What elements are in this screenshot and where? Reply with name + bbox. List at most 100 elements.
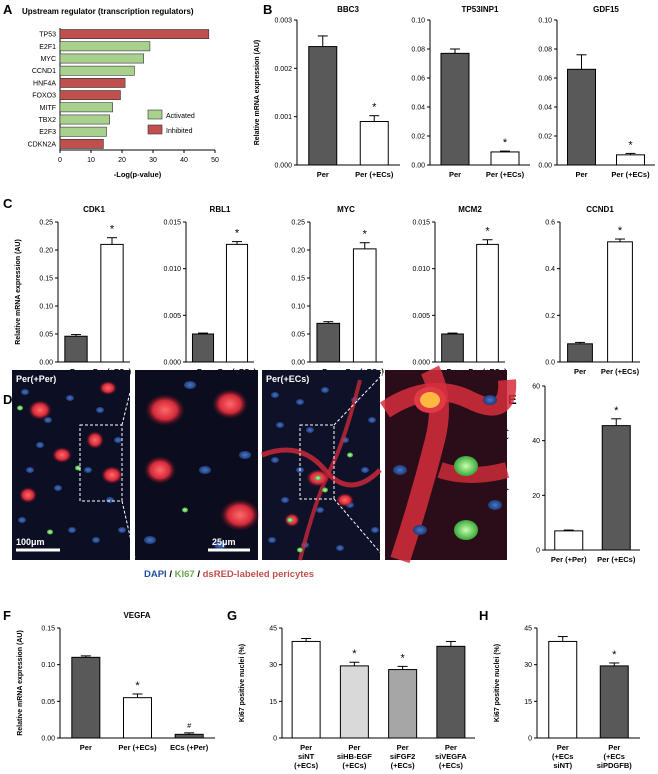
- chart-g-ki67-sirna: 0 15 30 45 Ki67 positive nuclei (%) Per siNT (+…: [239, 626, 475, 770]
- category-label: Per siHB-EGF (+ECs): [337, 743, 372, 770]
- y-tick-label: 0.10: [291, 304, 305, 311]
- scale-bar-25um: 25μm: [212, 537, 236, 547]
- significance-mark: *: [614, 405, 619, 417]
- y-tick-label: 0.05: [41, 699, 55, 706]
- micrograph-per-per: Per(+Per) 100μm: [12, 370, 130, 560]
- bar: [616, 154, 645, 166]
- legend-dapi: DAPI: [144, 569, 167, 580]
- y-tick-label: 0.08: [538, 47, 552, 54]
- panel-label-g: G: [227, 608, 237, 623]
- bar: [59, 114, 110, 125]
- ki67-green-left: [17, 405, 81, 535]
- chart-e-ki67: 0204060Ki67 positive nuclei (%)Per (+Per…: [502, 384, 640, 564]
- x-axis-label: -Log(p-value): [114, 170, 162, 179]
- bar: [291, 640, 321, 739]
- pericytes-red-left: [19, 381, 123, 503]
- significance-mark: *: [612, 649, 617, 661]
- category-label: TP53: [39, 32, 56, 39]
- y-tick-label: 0.00: [41, 736, 55, 743]
- bar: [59, 102, 114, 113]
- y-tick-label: 0.02: [411, 134, 425, 141]
- bar: [316, 322, 341, 363]
- bar: [436, 645, 466, 739]
- bar: [59, 41, 151, 52]
- y-tick-label: 0.015: [412, 220, 430, 227]
- y-tick-label: 0.06: [411, 76, 425, 83]
- significance-mark: *: [503, 137, 508, 149]
- y-tick-label: 0.04: [411, 105, 425, 112]
- y-tick-label: 0.10: [41, 662, 55, 669]
- y-tick-label: 0.00: [291, 360, 305, 367]
- significance-mark: *: [235, 228, 240, 240]
- category-label: Per: [317, 170, 329, 179]
- y-tick-label: 0.10: [411, 18, 425, 25]
- category-label: ECs (+Per): [170, 743, 209, 752]
- y-tick-label: 0: [273, 736, 277, 743]
- x-tick-label: 30: [149, 157, 157, 164]
- x-tick-label: 20: [118, 157, 126, 164]
- y-tick-label: 45: [269, 626, 277, 633]
- category-label: MITF: [40, 105, 56, 112]
- category-label: Per (+ECs): [611, 170, 650, 179]
- bar: [71, 656, 101, 739]
- category-label: Per (+ECs): [355, 170, 394, 179]
- category-label: FOXO3: [32, 93, 56, 100]
- y-tick-label: 20: [532, 493, 540, 500]
- category-label: Per: [80, 743, 92, 752]
- bar: [567, 343, 593, 363]
- category-label: Per (+ECs): [486, 170, 525, 179]
- category-label: E2F3: [39, 129, 56, 136]
- y-tick-label: 0.06: [538, 76, 552, 83]
- bar: [548, 640, 578, 739]
- chart-b-tp53inp1: 0.00 0.02 0.04 0.06 0.08 0.10 TP53INP1 Per * Per …: [411, 5, 530, 179]
- chart-title: TP53INP1: [462, 5, 499, 14]
- y-tick-label: 0.000: [274, 163, 292, 170]
- significance-mark: *: [135, 680, 140, 692]
- y-tick-label: 0.005: [412, 313, 430, 320]
- chart-title: MCM2: [458, 205, 482, 214]
- y-tick-label: 0.20: [39, 248, 53, 255]
- chart-a-upstream-regulators: Upstream regulator (transcription regula…: [22, 7, 219, 179]
- bar: [308, 46, 338, 166]
- significance-mark: *: [352, 648, 357, 660]
- panel-label-b: B: [263, 2, 272, 17]
- bar: [440, 52, 470, 166]
- chart-c-ccnd1: 0.0 0.2 0.4 0.6 CCND1 Per * Per (+ECs): [545, 205, 640, 376]
- category-label: Per siNT (+ECs): [294, 743, 318, 770]
- y-tick-label: 0.4: [545, 266, 555, 273]
- x-tick-label: 0: [58, 157, 62, 164]
- legend-swatch: [147, 124, 163, 135]
- y-tick-label: 0.010: [163, 266, 181, 273]
- category-label: HNF4A: [33, 80, 56, 87]
- y-tick-label: 0.20: [291, 248, 305, 255]
- legend-sep-2: /: [195, 569, 203, 580]
- legend-dsred: dsRED-labeled pericytes: [203, 569, 314, 580]
- y-tick-label: 0.05: [39, 332, 53, 339]
- legend-sep-1: /: [167, 569, 175, 580]
- bar: [352, 248, 377, 363]
- bar: [225, 243, 249, 363]
- y-tick-label: 0.25: [39, 220, 53, 227]
- y-tick-label: 0.10: [39, 304, 53, 311]
- y-tick-label: 0.6: [545, 220, 555, 227]
- category-label: E2F1: [39, 44, 56, 51]
- y-tick-label: 60: [532, 384, 540, 391]
- chart-title: BBC3: [337, 5, 359, 14]
- panel-label-h: H: [479, 608, 488, 623]
- bar: [339, 665, 369, 739]
- y-tick-label: 0.002: [274, 66, 292, 73]
- y-axis-label: Relative mRNA expression (AU): [17, 630, 24, 736]
- bar: [441, 333, 464, 363]
- chart-b-bbc3: 0.000 0.001 0.002 0.003 BBC3 Relative mRNA ex…: [254, 5, 400, 179]
- micrograph-per-ecs: Per(+ECs): [261, 370, 382, 561]
- significance-mark: *: [485, 226, 490, 238]
- y-tick-label: 30: [269, 662, 277, 669]
- y-tick-label: 0.15: [41, 626, 55, 633]
- significance-mark: *: [110, 224, 115, 236]
- panel-label-c: C: [3, 196, 13, 211]
- category-label: Per (+ECs): [597, 555, 636, 564]
- significance-mark: *: [400, 652, 405, 664]
- y-tick-label: 0: [528, 736, 532, 743]
- y-tick-label: 0.015: [163, 220, 181, 227]
